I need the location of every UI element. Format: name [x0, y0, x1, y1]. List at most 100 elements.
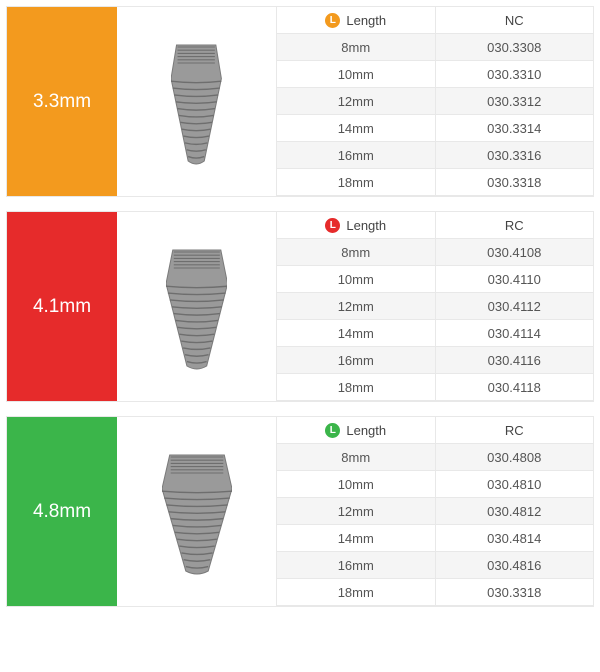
code-value: 030.3318: [487, 585, 541, 600]
table-row: 8mm 030.4108: [277, 239, 593, 266]
code-cell: 030.4118: [436, 374, 594, 401]
length-value: 16mm: [338, 353, 374, 368]
code-value: 030.3308: [487, 40, 541, 55]
code-value: 030.4814: [487, 531, 541, 546]
spec-table: L Length RC 8mm 030.4108 10mm030.4110 12mm 030.…: [277, 212, 593, 401]
code-cell: 030.4808: [436, 444, 594, 471]
table-row: 12mm 030.4112: [277, 293, 593, 320]
code-cell: 030.4116: [436, 347, 594, 374]
table-row: 14mm 030.3314: [277, 115, 593, 142]
length-value: 8mm: [341, 450, 370, 465]
length-cell: 18mm: [277, 169, 436, 196]
code-value: 030.3318: [487, 175, 541, 190]
length-cell: 8mm: [277, 444, 436, 471]
length-cell: 8mm: [277, 239, 436, 266]
length-value: 10mm: [338, 67, 374, 82]
code-cell: 030.4108: [436, 239, 594, 266]
code-value: 030.4812: [487, 504, 541, 519]
length-value: 18mm: [338, 175, 374, 190]
length-value: 12mm: [338, 94, 374, 109]
size-block: 4.1mm LLengthRC8mm030.410810mm030.411012…: [6, 211, 594, 402]
length-cell: 18mm: [277, 579, 436, 606]
code-value: 030.4810: [487, 477, 541, 492]
length-value: 10mm: [338, 477, 374, 492]
length-value: 8mm: [341, 245, 370, 260]
length-badge-icon: L: [325, 13, 340, 28]
length-cell: 12mm: [277, 88, 436, 115]
length-cell: 8mm: [277, 34, 436, 61]
length-cell: 12mm: [277, 498, 436, 525]
code-value: 030.4108: [487, 245, 541, 260]
code-value: 030.4808: [487, 450, 541, 465]
code-header-cell: RC: [436, 417, 594, 444]
length-header-cell: LLength: [277, 7, 436, 34]
length-value: 18mm: [338, 585, 374, 600]
length-cell: 10mm: [277, 266, 436, 293]
size-block: 4.8mm LLength RC 8mm 030.4808 10mm 030.4810 12…: [6, 416, 594, 607]
code-value: 030.3312: [487, 94, 541, 109]
table-row: 8mm 030.4808: [277, 444, 593, 471]
code-cell: 030.3308: [436, 34, 594, 61]
length-value: 14mm: [338, 121, 374, 136]
table-header-row: L Length RC: [277, 212, 593, 239]
length-cell: 14mm: [277, 320, 436, 347]
table-row: 10mm 030.4810: [277, 471, 593, 498]
code-cell: 030.4812: [436, 498, 594, 525]
code-header-cell: RC: [436, 212, 594, 239]
length-cell: 14mm: [277, 115, 436, 142]
length-cell: 16mm: [277, 552, 436, 579]
length-cell: 18mm: [277, 374, 436, 401]
length-value: 10mm: [338, 272, 374, 287]
table-row: 16mm 030.3316: [277, 142, 593, 169]
length-header-cell: L Length: [277, 212, 436, 239]
spec-table: LLengthRC8mm030.480810mm030.481012mm030.…: [277, 417, 593, 606]
code-cell: 030.4814: [436, 525, 594, 552]
table-row: 12mm 030.3312: [277, 88, 593, 115]
table-row: 14mm 030.4814: [277, 525, 593, 552]
table-row: 16mm 030.4816: [277, 552, 593, 579]
length-value: 14mm: [338, 326, 374, 341]
length-cell: 14mm: [277, 525, 436, 552]
size-label: 4.1mm: [33, 296, 91, 318]
length-badge-icon: L: [325, 218, 340, 233]
length-header-text: Length: [346, 218, 386, 233]
table-row: 18mm 030.3318: [277, 169, 593, 196]
implant-size-catalog: 3.3mm LLengthNC8mm030.330810mm030.331012…: [6, 6, 594, 607]
table-header-row: LLength RC: [277, 417, 593, 444]
length-value: 16mm: [338, 558, 374, 573]
code-header-text: RC: [505, 218, 524, 233]
code-cell: 030.3312: [436, 88, 594, 115]
implant-image: [117, 212, 277, 401]
size-label-panel: 4.1mm: [7, 212, 117, 401]
code-header-text: RC: [505, 423, 524, 438]
code-value: 030.4112: [488, 299, 541, 314]
table-row: 8mm 030.3308: [277, 34, 593, 61]
size-label-panel: 4.8mm: [7, 417, 117, 606]
code-value: 030.3316: [487, 148, 541, 163]
length-header-cell: LLength: [277, 417, 436, 444]
code-cell: 030.3316: [436, 142, 594, 169]
code-cell: 030.4112: [436, 293, 594, 320]
length-header-text: Length: [346, 423, 386, 438]
table-row: 10mm 030.3310: [277, 61, 593, 88]
code-cell: 030.3310: [436, 61, 594, 88]
length-cell: 10mm: [277, 61, 436, 88]
code-header-text: NC: [505, 13, 524, 28]
code-header-cell: NC: [436, 7, 594, 34]
size-label-panel: 3.3mm: [7, 7, 117, 196]
table-row: 10mm030.4110: [277, 266, 593, 293]
code-value: 030.3310: [487, 67, 541, 82]
code-value: 030.4116: [488, 353, 541, 368]
implant-image: [117, 417, 277, 606]
length-cell: 10mm: [277, 471, 436, 498]
code-value: 030.3314: [487, 121, 541, 136]
spec-table: LLength NC 8mm 030.3308 10mm 030.3310 12mm 030.…: [277, 7, 593, 196]
code-value: 030.4114: [488, 326, 541, 341]
table-row: 18mm 030.3318: [277, 579, 593, 606]
size-label: 4.8mm: [33, 501, 91, 523]
table-row: 16mm 030.4116: [277, 347, 593, 374]
code-cell: 030.4816: [436, 552, 594, 579]
length-value: 12mm: [338, 299, 374, 314]
length-value: 16mm: [338, 148, 374, 163]
length-value: 18mm: [338, 380, 374, 395]
